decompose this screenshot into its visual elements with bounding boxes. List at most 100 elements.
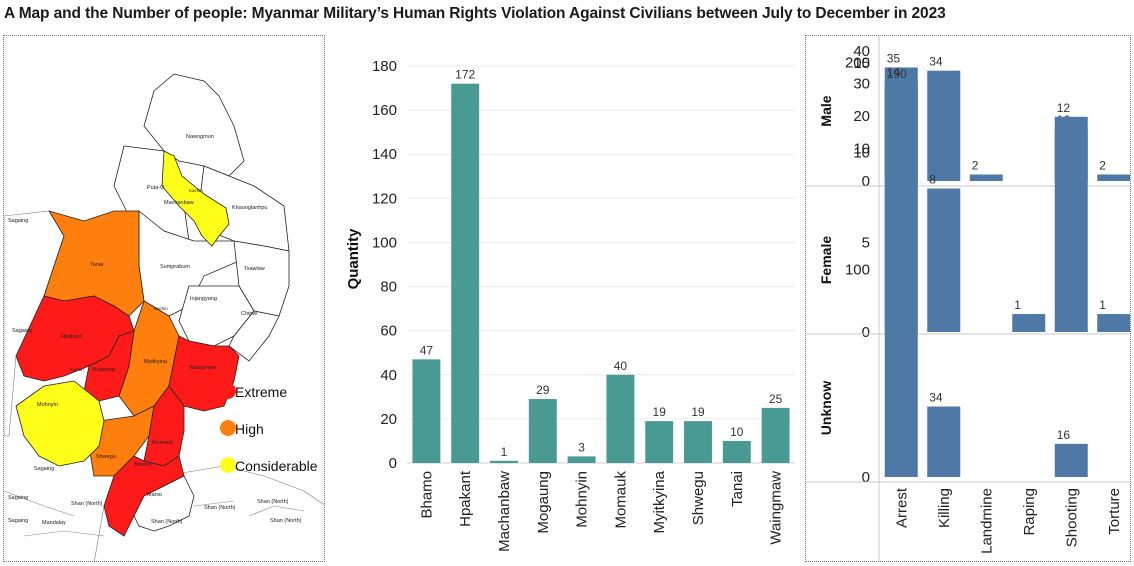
township-bar-chart: 020406080100120140160180Quantity47Bhamo1… bbox=[345, 58, 795, 552]
map-label-shwegu: Shwegu bbox=[96, 454, 116, 460]
map-label-sagaing-4: Sagaing bbox=[8, 495, 28, 501]
data-label-male-landmine: 2 bbox=[972, 159, 979, 173]
data-label-unknow-arrest: 190 bbox=[887, 67, 907, 81]
bar-tanai bbox=[722, 440, 751, 463]
map-label-hpakant: Hpakant bbox=[61, 334, 82, 340]
data-label-male-killing: 34 bbox=[929, 55, 943, 69]
y-tick-label: 0 bbox=[862, 173, 870, 190]
bar-myitkyina bbox=[645, 421, 674, 463]
y-tick-label: 80 bbox=[380, 279, 397, 296]
y-tick-label: 20 bbox=[853, 108, 870, 125]
bar-unknow-arrest bbox=[884, 83, 918, 477]
x-tick-label-raping: Raping bbox=[1021, 488, 1038, 536]
y-tick-label: 0 bbox=[862, 324, 870, 341]
y-tick-label: 140 bbox=[372, 146, 397, 163]
panel-label-unknow: Unknow bbox=[818, 381, 834, 436]
x-tick-label-mohnyin: Mohnyin bbox=[574, 471, 591, 528]
map-region-mansi bbox=[133, 475, 195, 532]
y-tick-label: 40 bbox=[853, 43, 870, 60]
map-label-sumprabum: Sumprabum bbox=[160, 264, 190, 270]
data-label-female-shooting: 12 bbox=[1057, 101, 1071, 115]
y-tick-label: 60 bbox=[380, 323, 397, 340]
map-label-nawngmun: Nawngmun bbox=[186, 134, 214, 140]
x-tick-label-arrest: Arrest bbox=[893, 487, 910, 528]
bar-female-raping bbox=[1012, 314, 1046, 332]
bar-waingmaw bbox=[761, 407, 790, 463]
bar-unknow-killing bbox=[927, 406, 961, 477]
x-tick-label-myitkyina: Myitkyina bbox=[651, 470, 668, 533]
bar-mogaung bbox=[528, 399, 557, 463]
data-label-male-torture: 2 bbox=[1099, 159, 1106, 173]
legend-label-considerable: Considerable bbox=[235, 458, 318, 474]
map-legend: Extreme High Considerable bbox=[220, 383, 318, 474]
panel-label-female: Female bbox=[818, 236, 834, 284]
data-label-male-arrest: 35 bbox=[887, 51, 901, 65]
map-label-momauk: Momauk bbox=[152, 440, 173, 446]
map-label-tanai: Tanai bbox=[90, 262, 103, 268]
bar-female-torture bbox=[1097, 314, 1131, 332]
bar-female-killing bbox=[927, 188, 961, 332]
legend-swatch-high bbox=[220, 420, 236, 436]
legend-swatch-considerable bbox=[220, 457, 236, 473]
x-tick-label-bhamo: Bhamo bbox=[418, 471, 435, 519]
y-tick-label: 0 bbox=[862, 469, 870, 486]
data-label-unknow-shooting: 16 bbox=[1057, 428, 1071, 442]
data-label-mogaung: 29 bbox=[536, 383, 550, 397]
y-tick-label: 200 bbox=[845, 54, 870, 71]
x-tick-label-tanai: Tanai bbox=[729, 471, 746, 507]
bar-female-shooting bbox=[1054, 116, 1088, 332]
map-label-injangyang: Injangyang bbox=[190, 296, 217, 302]
data-label-female-raping: 1 bbox=[1014, 298, 1021, 312]
map-region-injangyang bbox=[178, 285, 255, 347]
y-tick-label: 15 bbox=[853, 55, 870, 72]
page-title: A Map and the Number of people: Myanmar … bbox=[4, 5, 946, 22]
map-region-nawngmun bbox=[143, 73, 245, 177]
y-tick-label: 180 bbox=[372, 58, 397, 75]
bar-male-killing bbox=[927, 70, 961, 181]
data-label-bhamo: 47 bbox=[420, 343, 434, 357]
x-tick-label-machanbaw: Machanbaw bbox=[496, 471, 513, 552]
map-label-sagaing-3: Sagaing bbox=[34, 466, 54, 472]
data-label-mohnyin: 3 bbox=[578, 440, 585, 454]
map-panel: Nawngmun Puta-O Kachin Machanbaw Khaungl… bbox=[3, 35, 325, 562]
x-tick-label-shwegu: Shwegu bbox=[690, 471, 707, 525]
map-region-mohnyin bbox=[15, 380, 105, 467]
x-tick-label-hpakant: Hpakant bbox=[457, 470, 474, 527]
legend-swatch-extreme bbox=[220, 383, 236, 399]
violation-type-panel: Male01020304035342162Female0510151481121… bbox=[805, 35, 1131, 562]
data-label-shwegu: 19 bbox=[691, 405, 705, 419]
map-label-mansi: Mansi bbox=[147, 492, 162, 498]
y-tick-label: 120 bbox=[372, 190, 397, 207]
y-tick-label: 100 bbox=[372, 234, 397, 251]
y-tick-label: 30 bbox=[853, 76, 870, 93]
data-label-myitkyina: 19 bbox=[653, 405, 667, 419]
data-label-machanbaw: 1 bbox=[501, 445, 508, 459]
data-label-momauk: 40 bbox=[614, 359, 628, 373]
map-label-mogaung: Mogaung bbox=[92, 367, 115, 373]
y-axis-title: Quantity bbox=[345, 228, 362, 289]
bar-mohnyin bbox=[567, 456, 596, 463]
map-label-putao: Puta-O bbox=[147, 185, 165, 191]
map-label-mohnyin: Mohnyin bbox=[37, 402, 58, 408]
y-tick-label: 20 bbox=[380, 411, 397, 428]
x-tick-label-shooting: Shooting bbox=[1063, 488, 1080, 547]
map-label-shannorth-5: Shan (North) bbox=[270, 518, 302, 524]
map-label-sagaing-5: Sagaing bbox=[8, 518, 28, 524]
data-label-hpakant: 172 bbox=[455, 68, 475, 82]
y-tick-label: 10 bbox=[853, 141, 870, 158]
data-label-female-killing: 8 bbox=[929, 173, 936, 187]
legend-label-high: High bbox=[235, 421, 264, 437]
data-label-female-arrest: 14 bbox=[887, 65, 901, 79]
map-label-chipwi: Chipwi bbox=[241, 311, 258, 317]
violation-type-bar-chart: Male01020304035342162Female0510151481121… bbox=[806, 36, 1131, 561]
map-label-kachin-1: Kachin bbox=[189, 188, 203, 193]
y-tick-label: 160 bbox=[372, 102, 397, 119]
x-tick-label-torture: Torture bbox=[1106, 488, 1123, 535]
bar-shwegu bbox=[684, 421, 712, 463]
map-label-khaunglanhpu: Khaunglanhpu bbox=[232, 205, 267, 211]
map-label-kachin-3: Kachin bbox=[70, 367, 84, 372]
legend-label-extreme: Extreme bbox=[235, 384, 287, 400]
map-label-bhamo: Bhamo bbox=[134, 462, 151, 468]
x-tick-label-waingmaw: Waingmaw bbox=[768, 471, 785, 545]
bar-bhamo bbox=[412, 359, 441, 463]
